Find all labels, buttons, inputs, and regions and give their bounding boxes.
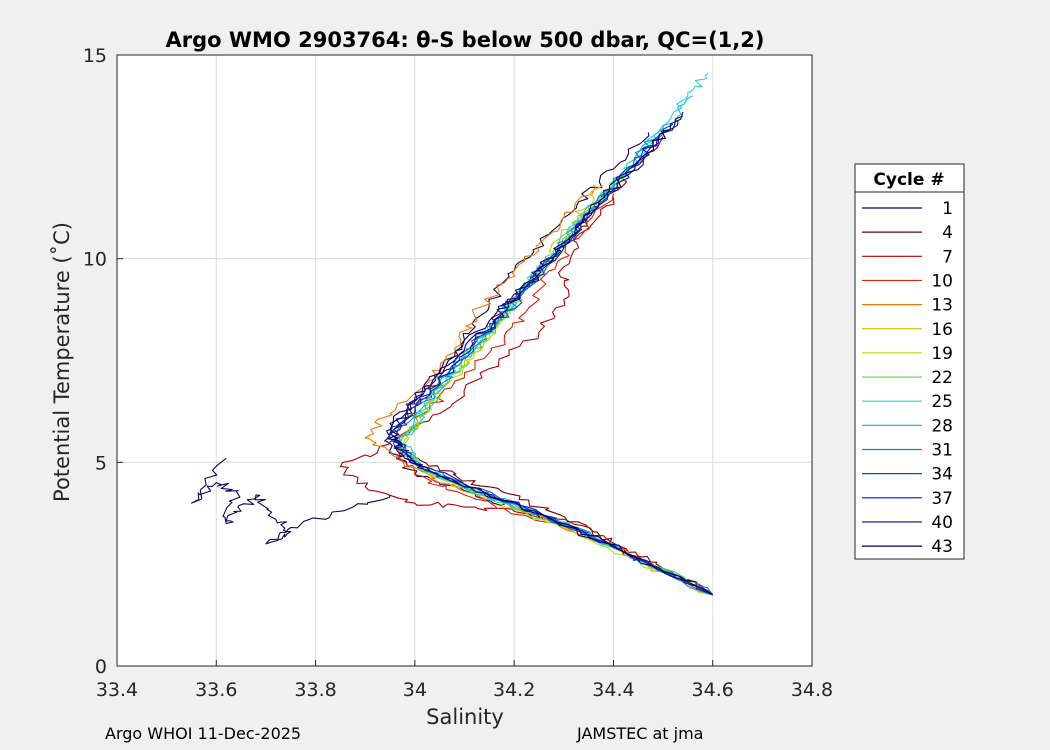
y-tick-label: 0 bbox=[95, 656, 107, 678]
legend-label-37: 37 bbox=[931, 489, 953, 509]
legend-label-28: 28 bbox=[931, 416, 953, 436]
legend-label-1: 1 bbox=[942, 199, 953, 219]
series-line-cycle-1 bbox=[190, 457, 391, 545]
x-tick-label: 33.8 bbox=[294, 679, 336, 701]
y-tick-label: 10 bbox=[83, 249, 107, 271]
legend-label-4: 4 bbox=[942, 223, 953, 243]
x-tick-label: 34.6 bbox=[692, 679, 734, 701]
y-axis-label: Potential Temperature (˚C) bbox=[50, 222, 74, 502]
legend-label-25: 25 bbox=[931, 392, 953, 412]
legend-box bbox=[854, 163, 965, 560]
footer-right-text: JAMSTEC at jma bbox=[577, 724, 704, 743]
y-axis-ticks: 0 5 10 15 bbox=[83, 45, 123, 678]
legend-label-31: 31 bbox=[931, 441, 953, 461]
grid-lines bbox=[117, 55, 812, 666]
legend: Cycle # 1 4 7 10 13 16 19 22 25 28 31 34 37 40 43 bbox=[854, 163, 965, 560]
legend-label-43: 43 bbox=[931, 537, 953, 557]
legend-label-40: 40 bbox=[931, 513, 953, 533]
chart-title: Argo WMO 2903764: θ-S below 500 dbar, QC… bbox=[166, 28, 765, 52]
footer-left-text: Argo WHOI 11-Dec-2025 bbox=[105, 724, 302, 743]
legend-label-10: 10 bbox=[931, 271, 953, 291]
legend-label-7: 7 bbox=[942, 247, 953, 267]
x-axis-label: Salinity bbox=[426, 705, 504, 729]
legend-label-22: 22 bbox=[931, 368, 953, 388]
legend-label-34: 34 bbox=[931, 465, 953, 485]
x-tick-label: 34 bbox=[403, 679, 427, 701]
series-line-cycle-40 bbox=[389, 115, 713, 596]
legend-label-19: 19 bbox=[931, 344, 953, 364]
legend-title: Cycle # bbox=[873, 170, 944, 190]
series-layer bbox=[190, 72, 714, 596]
legend-label-16: 16 bbox=[931, 320, 953, 340]
series-line-cycle-7 bbox=[339, 197, 713, 596]
x-tick-label: 34.4 bbox=[592, 679, 634, 701]
y-tick-label: 5 bbox=[95, 452, 107, 474]
x-tick-label: 34.8 bbox=[791, 679, 833, 701]
y-tick-label: 15 bbox=[83, 45, 107, 67]
x-tick-label: 34.2 bbox=[493, 679, 535, 701]
series-line-cycle-37 bbox=[389, 120, 714, 596]
x-tick-label: 33.4 bbox=[96, 679, 138, 701]
series-line-cycle-43 bbox=[387, 111, 713, 596]
legend-label-13: 13 bbox=[931, 296, 953, 316]
plot-frame bbox=[116, 54, 813, 667]
legend-entries: 1 4 7 10 13 16 19 22 25 28 31 34 37 40 43 bbox=[862, 199, 953, 557]
x-axis-ticks: 33.4 33.6 33.8 34 34.2 34.4 34.6 34.8 bbox=[96, 660, 833, 701]
x-tick-label: 33.6 bbox=[195, 679, 237, 701]
